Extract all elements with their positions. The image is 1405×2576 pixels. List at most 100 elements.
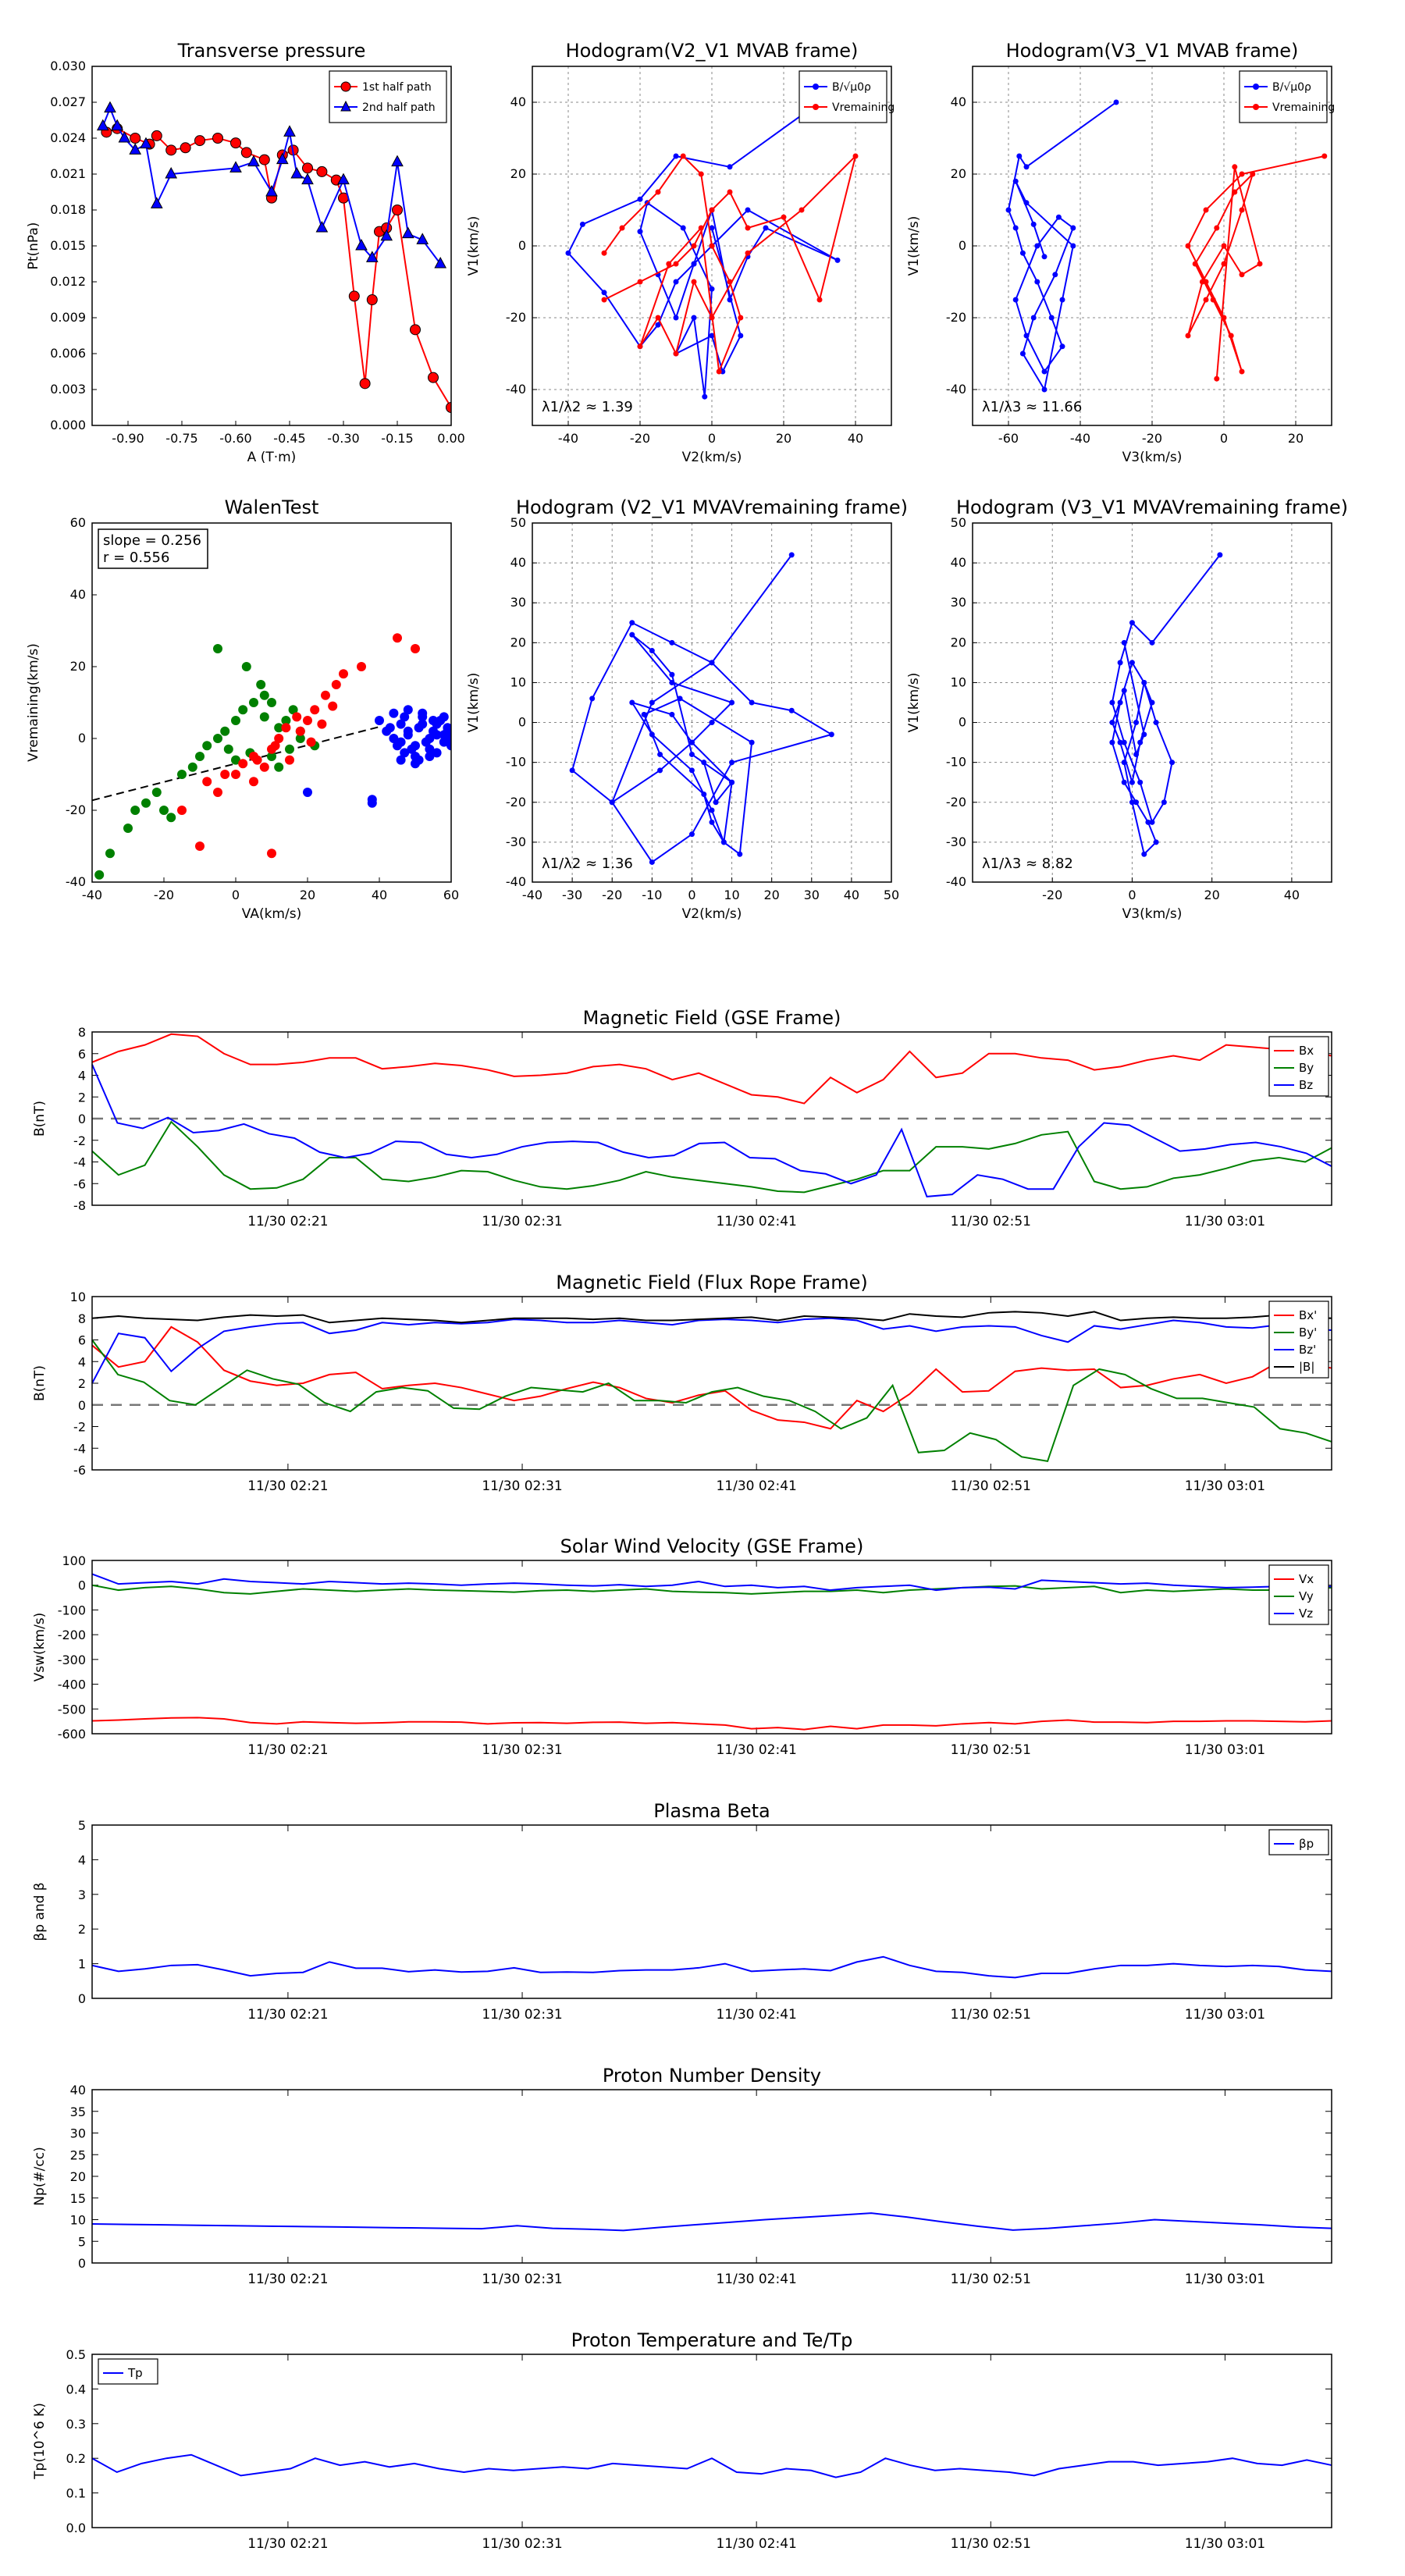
hodo2-point bbox=[1239, 171, 1245, 177]
bfr-ytick-label: -2 bbox=[73, 1420, 86, 1435]
hodo4-ytick-label: -30 bbox=[946, 834, 966, 849]
hodo3-point bbox=[688, 739, 695, 745]
walen-point bbox=[385, 723, 395, 733]
walen-point bbox=[285, 755, 294, 765]
walen-point bbox=[439, 712, 449, 722]
hodo1-point bbox=[834, 257, 841, 263]
walen-point bbox=[425, 752, 435, 761]
hodo1-point bbox=[709, 286, 715, 292]
hodo2-point bbox=[1059, 297, 1065, 303]
hodo3-point bbox=[569, 767, 575, 774]
hodo2-point bbox=[1221, 261, 1227, 267]
bfr-series-0-line bbox=[91, 1325, 1332, 1430]
hodo4-point bbox=[1161, 799, 1167, 806]
hodo1-point bbox=[745, 250, 751, 256]
hodo2-point bbox=[1023, 200, 1030, 206]
hodo3-point bbox=[649, 699, 655, 706]
walen-point bbox=[389, 734, 399, 743]
walen-ylabel: Vremaining(km/s) bbox=[26, 643, 41, 762]
hodo2-point bbox=[1232, 164, 1238, 170]
hodo3-point bbox=[641, 711, 647, 717]
hodo1-point bbox=[698, 171, 704, 177]
hodo3-point bbox=[589, 696, 596, 702]
tp-ytick-label: 0.024 bbox=[50, 130, 86, 145]
bgse-ytick-label: 0 bbox=[78, 1112, 86, 1126]
hodo2-legend-marker bbox=[1253, 84, 1259, 90]
hodo4-point bbox=[1129, 620, 1135, 626]
hodo2-point bbox=[1221, 243, 1227, 249]
np-ytick-label: 5 bbox=[78, 2234, 86, 2249]
walen-xtick-label: -20 bbox=[154, 888, 174, 902]
hodo1-point bbox=[565, 250, 571, 256]
vsw-title: Solar Wind Velocity (GSE Frame) bbox=[560, 1535, 864, 1557]
hodo4-point bbox=[1121, 688, 1127, 694]
bfr-series-2-line bbox=[91, 1317, 1332, 1384]
vsw-xtick-label: 11/30 02:41 bbox=[716, 1742, 796, 1758]
hodo4-point bbox=[1109, 699, 1115, 706]
hodo3-ytick-label: 0 bbox=[518, 715, 526, 730]
hodo1-point bbox=[709, 207, 715, 213]
beta-title: Plasma Beta bbox=[653, 1800, 770, 1822]
hodo4-point bbox=[1129, 799, 1135, 806]
hodo2-point bbox=[1185, 333, 1191, 339]
tp-ytick-label: 0.021 bbox=[50, 166, 86, 181]
walen-point bbox=[274, 734, 284, 743]
hodo1-point bbox=[702, 393, 708, 400]
hodo1-plot-area bbox=[565, 99, 859, 400]
hodo1-point bbox=[716, 368, 722, 375]
bgse-legend bbox=[1268, 1036, 1329, 1097]
tp2-xtick-label: 11/30 02:21 bbox=[247, 2536, 328, 2552]
tp2-ytick-label: 0.2 bbox=[66, 2451, 86, 2466]
hodo2-legend-marker bbox=[1253, 104, 1259, 110]
tp-ylabel: Pt(nPa) bbox=[26, 222, 41, 270]
bgse-series-1-line bbox=[91, 1120, 1332, 1194]
hodo3-point bbox=[688, 767, 695, 774]
walen-xtick-label: 40 bbox=[372, 888, 387, 902]
hodo4-xtick-label: 0 bbox=[1128, 888, 1136, 902]
tp-xtick-label: -0.60 bbox=[219, 431, 251, 446]
walen-point bbox=[411, 644, 420, 653]
walen-point bbox=[94, 870, 105, 880]
hodo3-point bbox=[649, 859, 655, 865]
bfr-legend bbox=[1268, 1300, 1329, 1379]
hodo3-xtick-label: -40 bbox=[522, 888, 542, 902]
hodo2-point bbox=[1214, 375, 1220, 382]
hodo1-point bbox=[738, 333, 744, 339]
tp2-ytick-label: 0.0 bbox=[66, 2521, 86, 2535]
np-ytick-label: 15 bbox=[70, 2191, 86, 2206]
hodo4-point bbox=[1141, 679, 1147, 685]
hodo3-xtick-label: 30 bbox=[804, 888, 820, 902]
tp-point bbox=[365, 251, 379, 262]
walen-ytick-label: 60 bbox=[70, 515, 86, 530]
hodo1-point bbox=[691, 315, 697, 321]
walen-point bbox=[267, 752, 276, 761]
bfr-xtick-label: 11/30 02:51 bbox=[951, 1478, 1031, 1494]
walen-point bbox=[403, 705, 413, 715]
hodo4-point bbox=[1133, 751, 1140, 757]
hodo3-point bbox=[669, 671, 675, 678]
hodo4-point bbox=[1129, 660, 1135, 666]
hodo1-xtick-label: 40 bbox=[848, 431, 863, 446]
tp2-series-0-line bbox=[91, 2453, 1332, 2478]
hodo4-point bbox=[1117, 660, 1123, 666]
hodo2-legend-label: Vremaining bbox=[1272, 101, 1335, 114]
hodo2-xtick-label: 20 bbox=[1288, 431, 1304, 446]
tp2-xtick-label: 11/30 02:41 bbox=[716, 2536, 796, 2552]
np-xtick-label: 11/30 03:01 bbox=[1185, 2272, 1265, 2287]
hodo1-legend-label: Vremaining bbox=[832, 101, 895, 114]
tp2-ytick-label: 0.5 bbox=[66, 2347, 86, 2362]
walen-point bbox=[439, 737, 449, 747]
walen-point bbox=[259, 762, 269, 772]
tp-legend-label: 1st half path bbox=[362, 81, 432, 94]
hodo1-point bbox=[601, 250, 607, 256]
walen-annotation-box bbox=[98, 528, 208, 569]
np-xtick-label: 11/30 02:41 bbox=[716, 2272, 796, 2287]
tp-point bbox=[410, 324, 421, 336]
hodo3-point bbox=[669, 639, 675, 646]
walen-point bbox=[259, 690, 269, 700]
walen-point bbox=[177, 806, 187, 815]
hodo2-ytick-label: -20 bbox=[946, 310, 966, 325]
bfr-ytick-label: -4 bbox=[73, 1441, 86, 1456]
hodo2-ytick-label: -40 bbox=[946, 382, 966, 397]
